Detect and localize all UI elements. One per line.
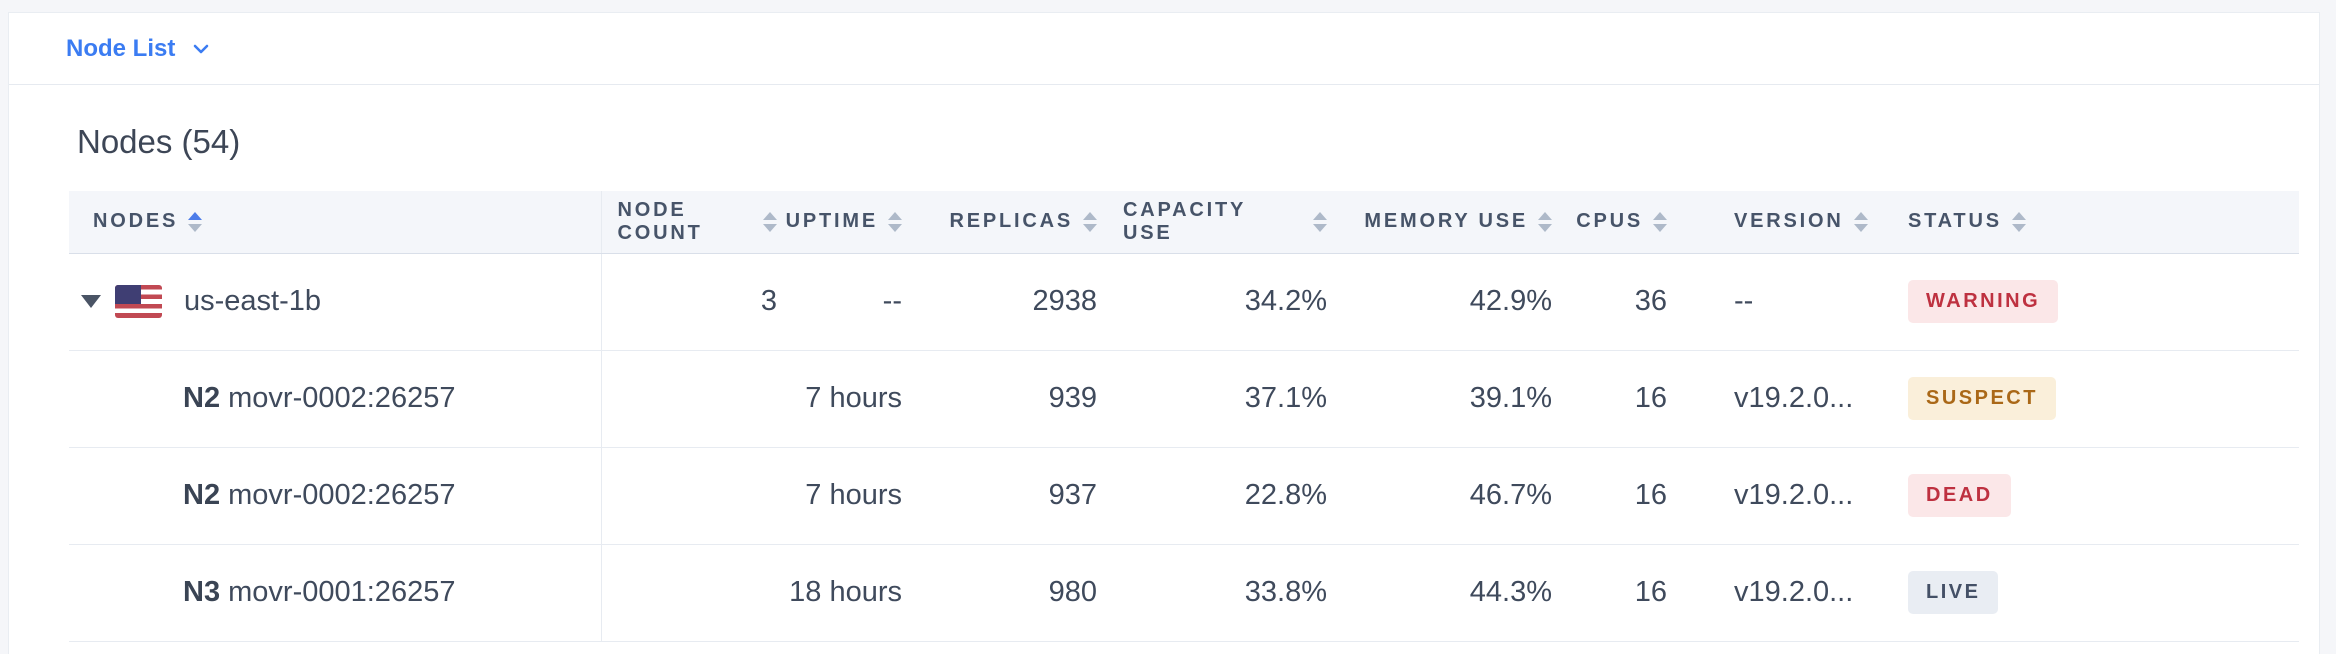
cell-version: v19.2.0... bbox=[1677, 544, 1892, 642]
column-header-capacity-use[interactable]: CAPACITY USE bbox=[1107, 191, 1337, 254]
cell-nodes: us-east-1b bbox=[69, 253, 602, 351]
status-badge: DEAD bbox=[1908, 474, 2011, 517]
cell-version: v19.2.0... bbox=[1677, 447, 1892, 545]
node-id: N2 bbox=[183, 479, 221, 511]
us-flag-icon bbox=[115, 285, 162, 318]
view-selector-label: Node List bbox=[66, 34, 176, 62]
column-header-nodes[interactable]: NODES bbox=[69, 191, 602, 254]
node-address: movr-0002:26257 bbox=[228, 382, 456, 414]
cell-replicas: 939 bbox=[912, 350, 1107, 448]
page-title: Nodes (54) bbox=[77, 123, 241, 160]
column-header-node-count[interactable]: NODE COUNT bbox=[601, 191, 787, 254]
sort-icon bbox=[2011, 211, 2026, 232]
column-header-replicas[interactable]: REPLICAS bbox=[912, 191, 1107, 254]
node-list-card: Node List Nodes (54) NODES bbox=[8, 12, 2320, 654]
cell-capacity-use: 34.2% bbox=[1107, 253, 1337, 351]
table-row-region[interactable]: us-east-1b 3 -- 2938 34.2% 42.9% 36 -- W… bbox=[69, 253, 2299, 351]
cell-memory-use: 46.7% bbox=[1337, 447, 1562, 545]
cell-memory-use: 39.1% bbox=[1337, 350, 1562, 448]
column-header-label: CAPACITY USE bbox=[1123, 198, 1246, 244]
column-header-label: REPLICAS bbox=[949, 210, 1073, 233]
cell-uptime: 18 hours bbox=[787, 544, 912, 642]
view-selector-bar: Node List bbox=[9, 13, 2319, 85]
sort-icon bbox=[1653, 211, 1667, 232]
node-address: movr-0002:26257 bbox=[228, 479, 456, 511]
cell-uptime: -- bbox=[787, 253, 912, 351]
column-header-label: MEMORY USE bbox=[1364, 210, 1528, 233]
table-row-node[interactable]: N3 movr-0001:26257 18 hours 980 33.8% 44… bbox=[69, 544, 2299, 642]
cell-memory-use: 44.3% bbox=[1337, 544, 1562, 642]
node-id: N2 bbox=[183, 382, 221, 414]
table-row-node[interactable]: N2 movr-0002:26257 7 hours 937 22.8% 46.… bbox=[69, 447, 2299, 545]
table-row-node[interactable]: N2 movr-0002:26257 7 hours 939 37.1% 39.… bbox=[69, 350, 2299, 448]
nodes-table: NODES NODE COUNT UPTIM bbox=[69, 191, 2299, 642]
cell-status: WARNING bbox=[1892, 253, 2299, 351]
column-header-label: CPUS bbox=[1576, 210, 1643, 233]
card-body: Nodes (54) NODES bbox=[9, 123, 2319, 642]
cell-capacity-use: 33.8% bbox=[1107, 544, 1337, 642]
column-header-label: NODE COUNT bbox=[617, 198, 703, 244]
node-id: N3 bbox=[183, 576, 221, 608]
cell-replicas: 937 bbox=[912, 447, 1107, 545]
sort-icon bbox=[1853, 211, 1868, 232]
column-header-label: STATUS bbox=[1908, 210, 2002, 233]
cell-nodes: N3 movr-0001:26257 bbox=[69, 544, 602, 642]
cell-cpus: 16 bbox=[1562, 544, 1677, 642]
status-badge: WARNING bbox=[1908, 280, 2059, 323]
cell-status: LIVE bbox=[1892, 544, 2299, 642]
sort-icon bbox=[888, 211, 902, 232]
page: Node List Nodes (54) NODES bbox=[0, 12, 2336, 654]
collapse-caret-icon[interactable] bbox=[81, 295, 101, 308]
cell-node-count: 3 bbox=[601, 253, 787, 351]
cell-status: DEAD bbox=[1892, 447, 2299, 545]
sort-asc-icon bbox=[188, 211, 203, 232]
column-header-status[interactable]: STATUS bbox=[1892, 191, 2299, 254]
column-header-label: VERSION bbox=[1734, 210, 1844, 233]
status-badge: LIVE bbox=[1908, 571, 1999, 614]
region-name: us-east-1b bbox=[184, 285, 322, 317]
column-header-label: NODES bbox=[93, 210, 179, 233]
cell-memory-use: 42.9% bbox=[1337, 253, 1562, 351]
cell-status: SUSPECT bbox=[1892, 350, 2299, 448]
cell-version: v19.2.0... bbox=[1677, 350, 1892, 448]
column-header-label: UPTIME bbox=[785, 210, 878, 233]
column-header-uptime[interactable]: UPTIME bbox=[785, 191, 912, 254]
cell-capacity-use: 22.8% bbox=[1107, 447, 1337, 545]
sort-icon bbox=[1538, 211, 1552, 232]
chevron-down-icon bbox=[194, 44, 209, 53]
cell-version: -- bbox=[1677, 253, 1892, 351]
cell-cpus: 16 bbox=[1562, 447, 1677, 545]
sort-icon bbox=[763, 211, 777, 232]
column-header-memory-use[interactable]: MEMORY USE bbox=[1337, 191, 1562, 254]
view-selector-dropdown[interactable]: Node List bbox=[66, 35, 213, 63]
cell-uptime: 7 hours bbox=[787, 447, 912, 545]
cell-node-count bbox=[601, 544, 787, 642]
cell-uptime: 7 hours bbox=[787, 350, 912, 448]
cell-replicas: 980 bbox=[912, 544, 1107, 642]
column-header-cpus[interactable]: CPUS bbox=[1562, 191, 1677, 254]
cell-nodes: N2 movr-0002:26257 bbox=[69, 447, 602, 545]
table-header-row: NODES NODE COUNT UPTIM bbox=[69, 191, 2299, 254]
sort-icon bbox=[1083, 211, 1097, 232]
node-address: movr-0001:26257 bbox=[228, 576, 456, 608]
sort-icon bbox=[1313, 211, 1327, 232]
cell-nodes: N2 movr-0002:26257 bbox=[69, 350, 602, 448]
cell-node-count bbox=[601, 447, 787, 545]
cell-cpus: 36 bbox=[1562, 253, 1677, 351]
cell-cpus: 16 bbox=[1562, 350, 1677, 448]
cell-node-count bbox=[601, 350, 787, 448]
cell-capacity-use: 37.1% bbox=[1107, 350, 1337, 448]
column-header-version[interactable]: VERSION bbox=[1677, 191, 1892, 254]
status-badge: SUSPECT bbox=[1908, 377, 2056, 420]
cell-replicas: 2938 bbox=[912, 253, 1107, 351]
